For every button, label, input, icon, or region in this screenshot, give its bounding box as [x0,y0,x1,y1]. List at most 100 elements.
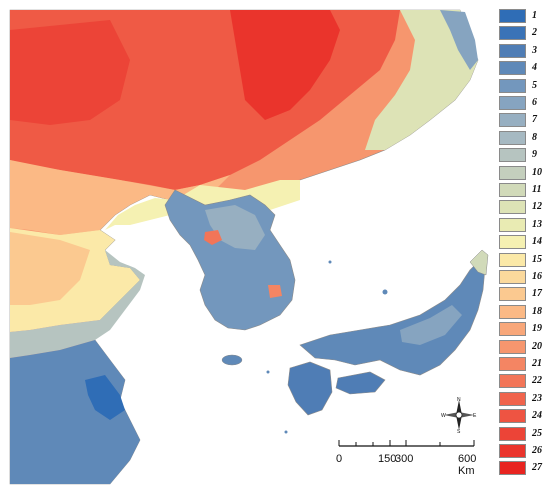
legend-item: 23 [499,391,549,406]
legend-swatch [499,43,526,58]
compass-rose-icon: N S E W [441,397,477,433]
legend-label: 12 [532,201,542,213]
japan-highland [400,305,462,345]
legend-label: 25 [532,427,542,439]
legend-item: 20 [499,339,549,354]
legend-label: 13 [532,218,542,230]
legend-label: 11 [532,184,542,195]
legend-swatch [499,304,526,319]
legend-swatch [499,148,526,163]
legend-item: 22 [499,373,549,389]
legend-item: 6 [499,95,549,110]
scale-bar: 0 150 300 600 Km [330,438,495,478]
legend-item: 9 [499,147,549,163]
legend-label: 3 [532,44,537,56]
legend-label: 27 [532,462,542,474]
legend-item: 13 [499,217,549,232]
compass-e: E [473,413,477,419]
island [328,260,332,264]
legend-item: 2 [499,25,549,41]
legend-swatch [499,252,526,267]
legend-label: 14 [532,236,542,248]
legend-label: 21 [532,358,542,369]
northeast-hot-patch [230,10,340,120]
legend-swatch [499,200,526,215]
legend-swatch [499,217,526,232]
japan-shikoku [335,371,386,395]
legend-swatch [499,61,526,76]
island [284,430,288,434]
legend-item: 12 [499,199,549,215]
legend-swatch [499,461,526,476]
legend-item: 8 [499,130,549,145]
compass-s: S [457,429,461,433]
legend-item: 1 [499,8,549,23]
scale-label-300: 300 [395,453,414,465]
shandong-region [10,250,145,358]
korean-peninsula [164,189,296,331]
scale-label-150: 150 [378,453,397,465]
legend-label: 1 [532,10,537,21]
legend-label: 17 [532,288,542,300]
northwest-hot-patch [10,20,130,125]
legend-item: 14 [499,234,549,250]
island [266,370,270,374]
legend-label: 26 [532,445,542,456]
legend-item: 26 [499,443,549,458]
legend-label: 10 [532,166,542,178]
legend-label: 22 [532,375,542,387]
legend-item: 3 [499,43,549,58]
legend-item: 24 [499,408,549,424]
legend-item: 21 [499,356,549,371]
legend-label: 9 [532,149,537,161]
japan-northern-tip [469,249,489,276]
legend-swatch [499,9,526,23]
scale-label-0: 0 [336,453,343,465]
legend-item: 15 [499,252,549,267]
west-coast-peach [10,232,90,305]
legend-label: 7 [532,114,537,126]
legend-item: 25 [499,426,549,441]
legend-swatch [499,391,526,406]
legend-swatch [499,113,526,128]
legend-item: 11 [499,182,549,197]
legend-swatch [499,426,526,441]
legend-item: 4 [499,60,549,76]
legend-label: 15 [532,253,542,265]
compass-w: W [441,413,446,419]
legend-swatch [499,339,526,354]
legend-label: 20 [532,340,542,352]
jeju-island [221,354,243,366]
japan-kyushu [287,361,333,416]
legend-item: 7 [499,112,549,128]
legend-item: 19 [499,321,549,337]
legend-swatch [499,165,526,180]
legend-swatch [499,287,526,302]
legend-swatch [499,322,526,337]
legend-label: 24 [532,410,542,422]
japan-honshu [299,261,486,376]
legend-swatch [499,374,526,389]
legend-swatch [499,78,526,93]
scale-label-600: 600 Km [458,453,477,477]
legend-swatch [499,235,526,250]
island [382,289,388,295]
central-orange-region [10,160,230,235]
legend-item: 27 [499,460,549,476]
yangtze-delta-dark-blue [85,375,125,420]
korea-south-spot [268,285,282,298]
map [9,9,489,485]
south-china-blue-region [10,340,140,484]
legend-label: 18 [532,305,542,317]
legend-swatch [499,183,526,197]
legend-swatch [499,26,526,41]
compass-n: N [457,397,461,403]
legend-label: 6 [532,97,537,108]
legend-swatch [499,96,526,110]
legend-label: 19 [532,323,542,335]
legend-label: 5 [532,79,537,91]
legend-swatch [499,357,526,371]
legend-item: 17 [499,286,549,302]
legend-swatch [499,409,526,424]
legend-item: 10 [499,165,549,180]
